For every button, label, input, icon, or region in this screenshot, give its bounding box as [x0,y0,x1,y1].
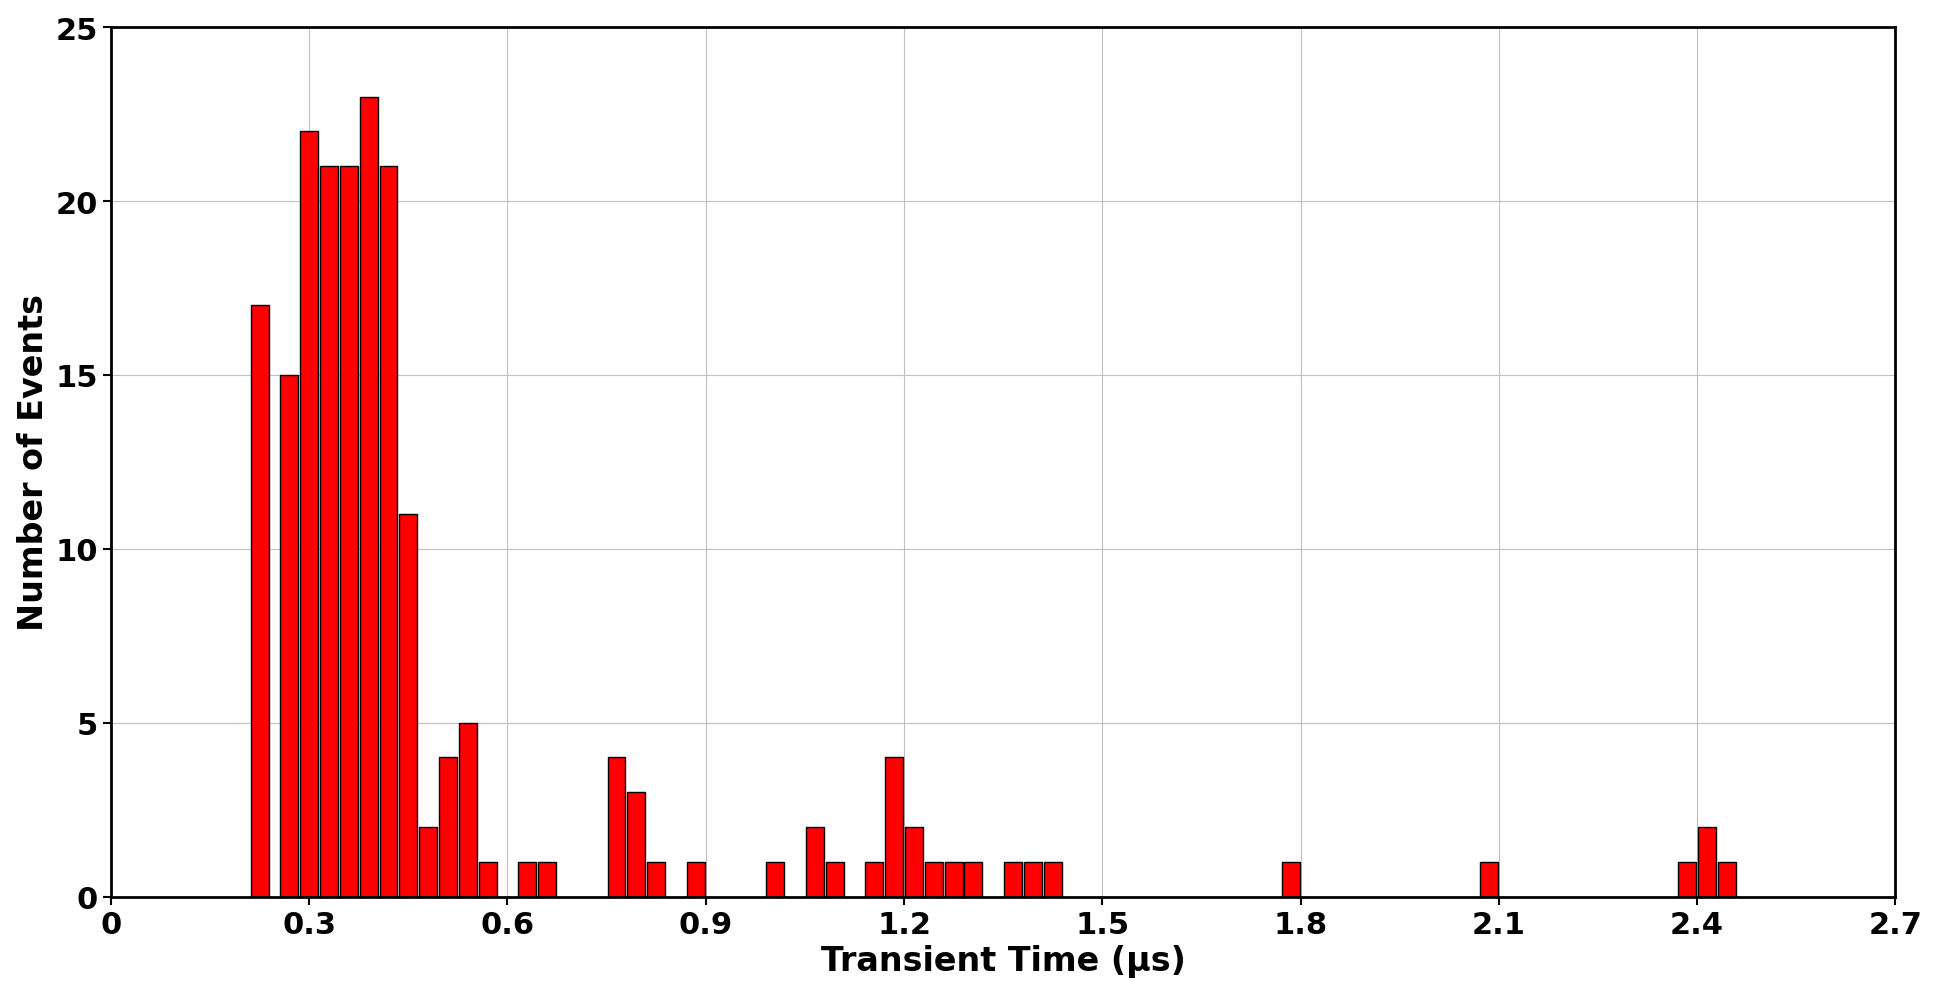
Bar [460,723,477,897]
Bar [648,862,665,897]
Bar [320,167,337,897]
Y-axis label: Number of Events: Number of Events [17,294,50,631]
Bar [906,827,923,897]
Bar [399,515,417,897]
Bar [886,757,904,897]
Bar [628,792,646,897]
Bar [944,862,962,897]
Bar [1699,827,1716,897]
Bar [518,862,537,897]
Bar [865,862,882,897]
Bar [1479,862,1497,897]
Bar [1004,862,1022,897]
Bar [925,862,942,897]
X-axis label: Transient Time (μs): Transient Time (μs) [820,944,1185,977]
Bar [807,827,824,897]
Bar [479,862,496,897]
Bar [964,862,983,897]
Bar [361,97,378,897]
Bar [826,862,843,897]
Bar [301,132,318,897]
Bar [1024,862,1041,897]
Bar [686,862,704,897]
Bar [1718,862,1735,897]
Bar [766,862,783,897]
Bar [419,827,436,897]
Bar [380,167,397,897]
Bar [250,306,268,897]
Bar [1282,862,1299,897]
Bar [281,376,299,897]
Bar [339,167,359,897]
Bar [1043,862,1063,897]
Bar [539,862,556,897]
Bar [438,757,458,897]
Bar [1679,862,1697,897]
Bar [607,757,626,897]
